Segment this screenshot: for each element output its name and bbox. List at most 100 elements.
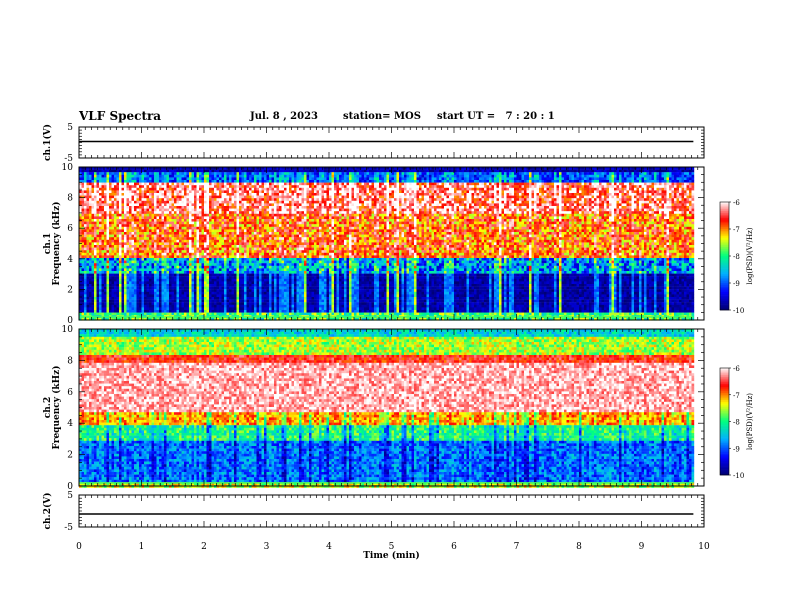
spectrogram-cell — [114, 300, 117, 303]
spectrogram-cell — [199, 253, 202, 256]
spectrogram-cell — [122, 263, 125, 266]
spectrogram-cell — [227, 170, 230, 173]
spectrogram-cell — [104, 268, 107, 271]
spectrogram-cell — [139, 258, 142, 261]
spectrogram-cell — [99, 292, 102, 295]
spectrogram-cell — [127, 263, 130, 266]
spectrogram-cell — [284, 287, 287, 290]
spectrogram-cell — [157, 281, 160, 284]
spectrogram-cell — [139, 188, 142, 191]
spectrogram-cell — [274, 274, 277, 277]
spectrogram-cell — [212, 177, 215, 180]
spectrogram-cell — [174, 274, 177, 277]
spectrogram-cell — [164, 274, 167, 277]
spectrogram-cell — [124, 172, 127, 175]
spectrogram-cell — [202, 190, 205, 193]
spectrogram-cell — [242, 222, 245, 225]
spectrogram-cell — [189, 297, 192, 300]
spectrogram-cell — [114, 261, 117, 264]
spectrogram-cell — [272, 287, 275, 290]
spectrogram-cell — [117, 198, 120, 201]
spectrogram-cell — [162, 281, 165, 284]
spectrogram-cell — [139, 302, 142, 305]
spectrogram-cell — [227, 216, 230, 219]
spectrogram-cell — [282, 274, 285, 277]
spectrogram-cell — [179, 281, 182, 284]
spectrogram-cell — [257, 198, 260, 201]
spectrogram-cell — [184, 313, 187, 316]
spectrogram-cell — [139, 245, 142, 248]
spectrogram-cell — [112, 232, 115, 235]
spectrogram-cell — [134, 242, 137, 245]
spectrogram-cell — [84, 203, 87, 206]
spectrogram-cell — [282, 216, 285, 219]
spectrogram-cell — [97, 201, 100, 204]
spectrogram-cell — [197, 170, 200, 173]
spectrogram-cell — [274, 263, 277, 266]
spectrogram-cell — [159, 240, 162, 243]
spectrogram-cell — [182, 229, 185, 232]
spectrogram-cell — [167, 188, 170, 191]
spectrogram-cell — [192, 255, 195, 258]
spectrogram-cell — [272, 170, 275, 173]
spectrogram-cell — [214, 287, 217, 290]
spectrogram-cell — [114, 214, 117, 217]
spectrogram-cell — [237, 294, 240, 297]
spectrogram-cell — [162, 271, 165, 274]
spectrogram-cell — [87, 183, 90, 186]
spectrogram-cell — [274, 209, 277, 212]
spectrogram-cell — [222, 289, 225, 292]
spectrogram-cell — [119, 224, 122, 227]
spectrogram-cell — [97, 222, 100, 225]
spectrogram-cell — [197, 281, 200, 284]
spectrogram-cell — [84, 180, 87, 183]
spectrogram-cell — [224, 232, 227, 235]
spectrogram-cell — [104, 172, 107, 175]
spectrogram-cell — [149, 198, 152, 201]
spectrogram-cell — [237, 305, 240, 308]
spectrogram-cell — [94, 302, 97, 305]
spectrogram-cell — [272, 248, 275, 251]
spectrogram-cell — [262, 255, 265, 258]
spectrogram-cell — [247, 198, 250, 201]
spectrogram-cell — [84, 214, 87, 217]
spectrogram-cell — [134, 175, 137, 178]
spectrogram-cell — [174, 193, 177, 196]
spectrogram-cell — [234, 276, 237, 279]
spectrogram-cell — [187, 170, 190, 173]
spectrogram-cell — [227, 235, 230, 238]
spectrogram-cell — [82, 279, 85, 282]
spectrogram-cell — [154, 170, 157, 173]
spectrogram-cell — [114, 180, 117, 183]
spectrogram-cell — [104, 258, 107, 261]
spectrogram-cell — [267, 305, 270, 308]
spectrogram-cell — [122, 289, 125, 292]
spectrogram-cell — [274, 253, 277, 256]
spectrogram-cell — [139, 253, 142, 256]
spectrogram-cell — [109, 180, 112, 183]
spectrogram-cell — [132, 255, 135, 258]
spectrogram-cell — [262, 281, 265, 284]
spectrogram-cell — [249, 219, 252, 222]
spectrogram-cell — [272, 180, 275, 183]
spectrogram-cell — [267, 279, 270, 282]
spectrogram-cell — [144, 235, 147, 238]
spectrogram-cell — [97, 289, 100, 292]
spectrogram-cell — [197, 263, 200, 266]
spectrogram-cell — [192, 261, 195, 264]
spectrogram-cell — [217, 177, 220, 180]
spectrogram-cell — [179, 222, 182, 225]
spectrogram-cell — [237, 227, 240, 230]
spectrogram-cell — [242, 261, 245, 264]
spectrogram-cell — [154, 222, 157, 225]
spectrogram-cell — [87, 206, 90, 209]
spectrogram-cell — [269, 255, 272, 258]
spectrogram-cell — [142, 180, 145, 183]
spectrogram-cell — [239, 193, 242, 196]
spectrogram-cell — [184, 219, 187, 222]
spectrogram-cell — [194, 232, 197, 235]
spectrogram-cell — [244, 240, 247, 243]
spectrogram-cell — [182, 172, 185, 175]
spectrogram-cell — [172, 180, 175, 183]
spectrogram-cell — [184, 201, 187, 204]
